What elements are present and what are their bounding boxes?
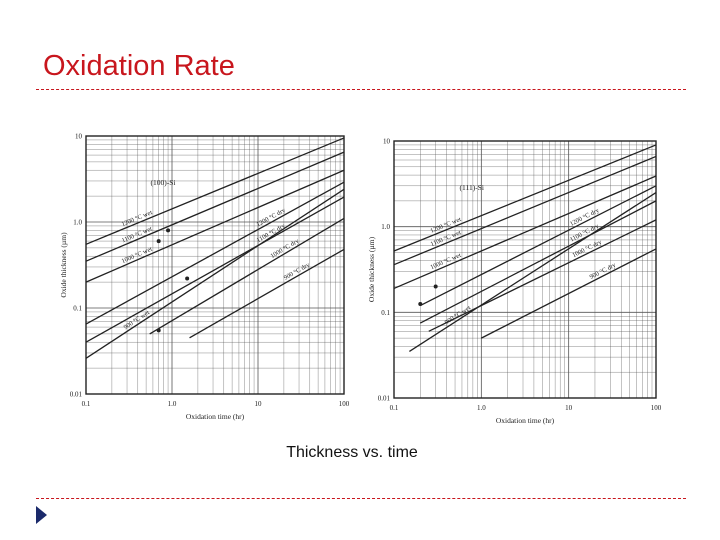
series-label: 1000 °C dry bbox=[269, 237, 301, 260]
next-slide-arrow-icon[interactable] bbox=[36, 506, 47, 524]
series-line bbox=[393, 144, 657, 252]
x-tick-label: 10 bbox=[255, 400, 263, 408]
x-tick-label: 10 bbox=[565, 404, 573, 412]
series-line bbox=[85, 151, 345, 262]
x-tick-label: 100 bbox=[339, 400, 350, 408]
y-tick-label: 0.01 bbox=[70, 391, 83, 399]
y-axis-label: Oxide thickness (µm) bbox=[367, 236, 376, 302]
x-tick-label: 1.0 bbox=[477, 404, 486, 412]
series-line bbox=[393, 175, 657, 290]
x-tick-label: 100 bbox=[651, 404, 662, 412]
series-line bbox=[85, 137, 345, 245]
series-line bbox=[149, 217, 345, 335]
y-tick-label: 0.01 bbox=[378, 395, 391, 403]
y-axis-label: Oxide thickness (µm) bbox=[59, 232, 68, 298]
series-line bbox=[85, 196, 345, 343]
data-point bbox=[418, 302, 423, 307]
footer-divider bbox=[36, 498, 686, 499]
data-point bbox=[156, 328, 161, 333]
series-line bbox=[409, 192, 657, 352]
title-divider bbox=[36, 89, 686, 90]
data-point bbox=[156, 239, 161, 244]
series-line bbox=[481, 248, 657, 339]
orientation-annotation: (111)-Si bbox=[460, 183, 484, 192]
figure-caption: Thickness vs. time bbox=[286, 444, 418, 461]
y-tick-label: 10 bbox=[75, 133, 83, 141]
series-line bbox=[85, 169, 345, 283]
x-axis-label: Oxidation time (hr) bbox=[496, 416, 555, 425]
y-tick-label: 0.1 bbox=[381, 309, 390, 317]
x-tick-label: 0.1 bbox=[82, 400, 91, 408]
series-label: 900 °C wet bbox=[444, 304, 473, 326]
series-label: 900 °C dry bbox=[283, 261, 312, 282]
plot-frame bbox=[393, 140, 657, 399]
series-line bbox=[85, 188, 345, 359]
series-line bbox=[419, 200, 657, 324]
y-tick-label: 1.0 bbox=[73, 219, 82, 227]
plot-frame bbox=[85, 135, 345, 395]
series-line bbox=[419, 185, 657, 307]
x-tick-label: 1.0 bbox=[168, 400, 177, 408]
data-point bbox=[166, 228, 171, 233]
data-point bbox=[185, 276, 190, 281]
series-line bbox=[85, 181, 345, 325]
x-tick-label: 0.1 bbox=[390, 404, 399, 412]
y-tick-label: 10 bbox=[383, 138, 391, 146]
x-axis-label: Oxidation time (hr) bbox=[186, 412, 245, 421]
series-line bbox=[189, 248, 345, 339]
y-tick-label: 0.1 bbox=[73, 305, 82, 313]
slide-title: Oxidation Rate bbox=[43, 50, 235, 82]
y-tick-label: 1.0 bbox=[381, 223, 390, 231]
orientation-annotation: (100)-Si bbox=[151, 178, 176, 187]
series-line bbox=[428, 219, 657, 332]
data-point bbox=[433, 284, 438, 289]
series-line bbox=[393, 155, 657, 266]
